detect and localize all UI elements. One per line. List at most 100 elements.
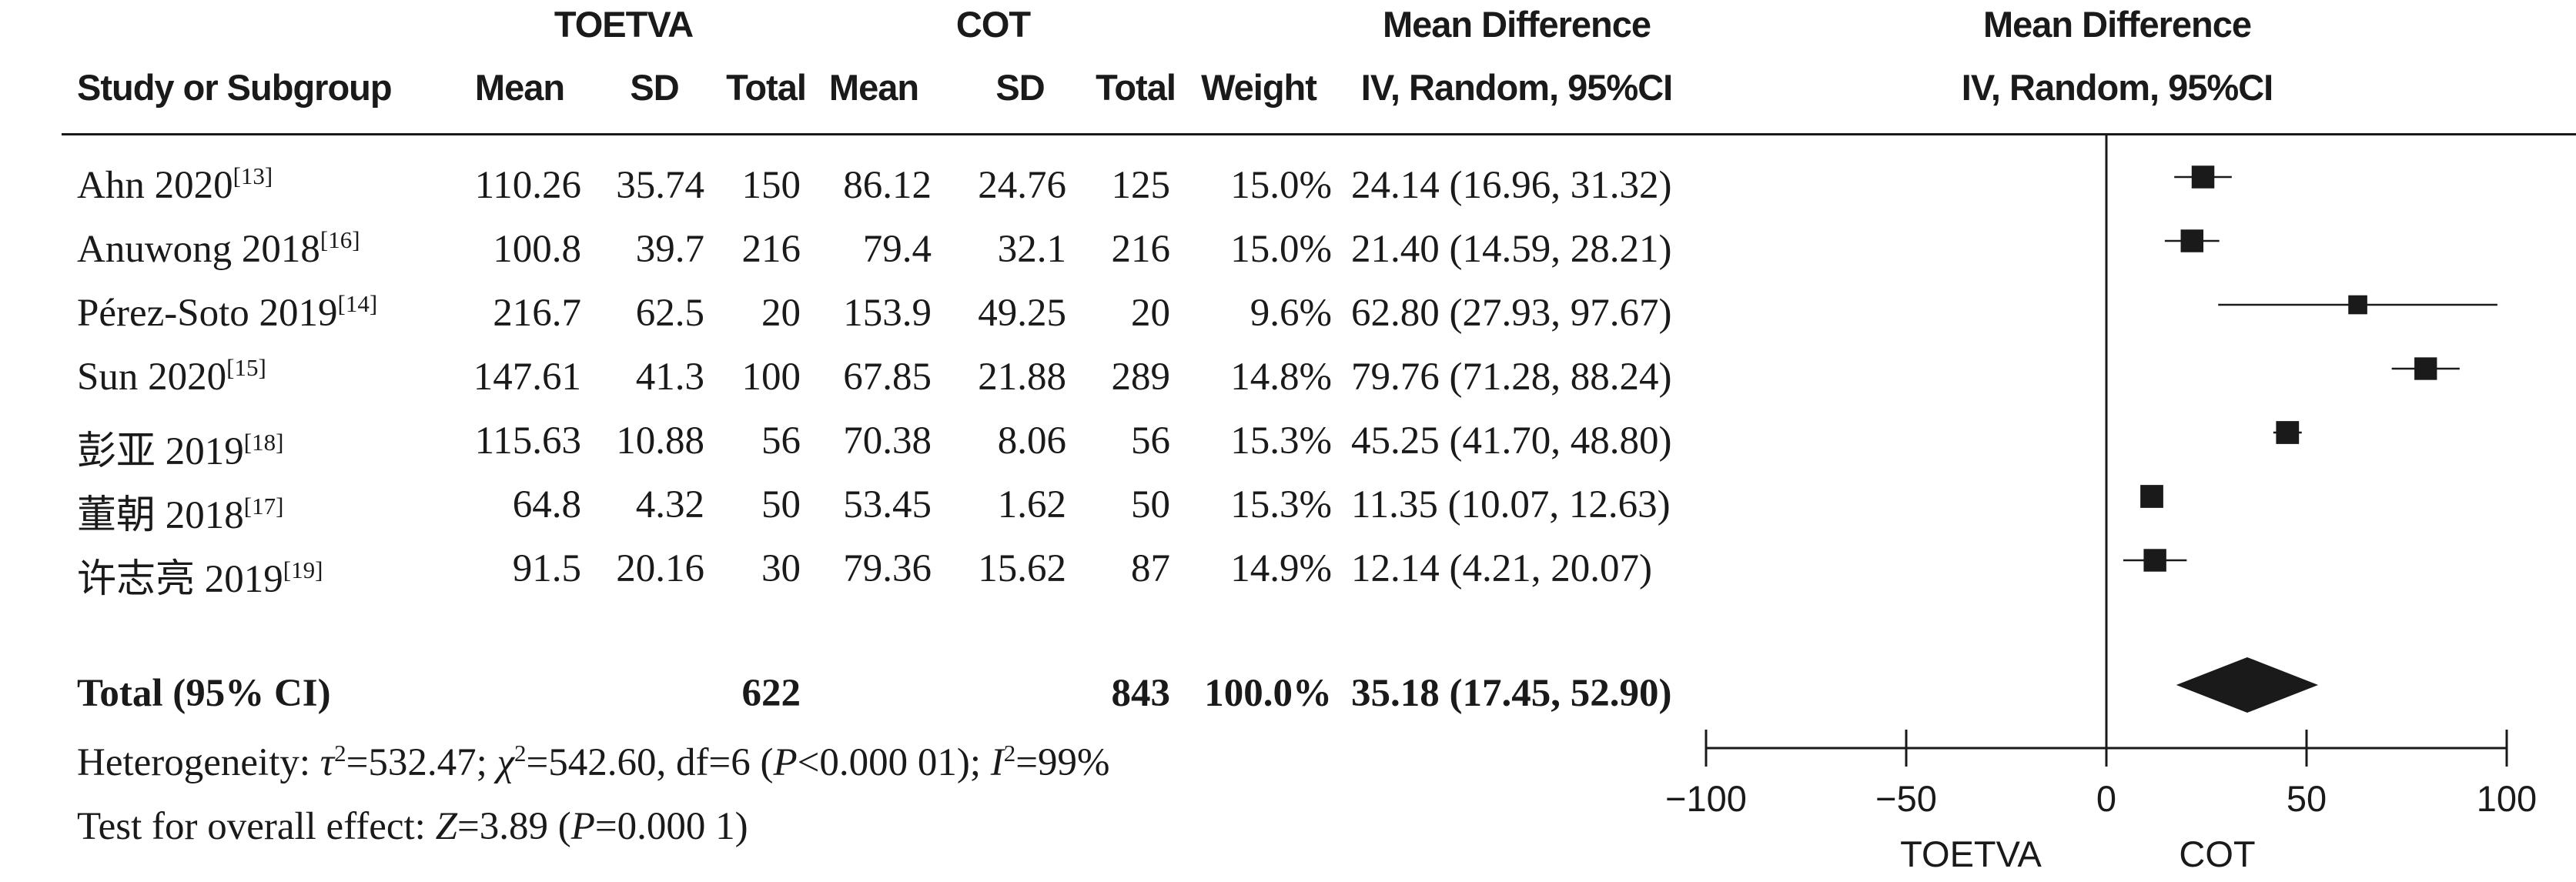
mean-cot: 70.38 [843,419,932,463]
header-total-toetva: Total [726,67,807,108]
md-ci: 11.35 (10.07, 12.63) [1351,483,1671,526]
point-estimate [2414,357,2437,380]
sd-toetva: 10.88 [616,419,704,463]
weight: 14.8% [1230,356,1332,399]
header-total-cot: Total [1096,67,1176,108]
md-ci: 79.76 (71.28, 88.24) [1351,356,1672,399]
mean-toetva: 100.8 [493,228,581,271]
x-tick-label: −100 [1665,778,1747,819]
point-estimate [2191,165,2215,189]
weight: 15.3% [1230,419,1332,463]
total-toetva: 150 [741,164,801,207]
group-header-toetva: TOETVA [554,4,694,45]
axis-label-cot: COT [2179,834,2256,874]
point-estimate [2348,295,2367,315]
header-sd-cot: SD [995,67,1045,108]
weight: 15.0% [1230,228,1332,271]
mean-toetva: 91.5 [512,547,581,590]
sd-toetva: 35.74 [616,164,704,207]
sd-cot: 24.76 [978,164,1066,207]
plot-header-title: Mean Difference [1982,4,2252,45]
sd-toetva: 39.7 [635,228,704,271]
study-name: 许志亮 2019[19] [77,556,323,601]
md-header-title: Mean Difference [1382,4,1651,45]
study-name: Anuwong 2018[16] [77,226,360,271]
study-name: 董朝 2018[17] [77,493,284,537]
heterogeneity-stats: Heterogeneity: τ2=532.47; χ2=542.60, df=… [77,740,1110,784]
weight: 15.0% [1230,164,1332,207]
overall-effect-test: Test for overall effect: Z=3.89 (P=0.000… [77,805,748,848]
md-ci: 12.14 (4.21, 20.07) [1351,547,1652,590]
study-name: Sun 2020[15] [77,354,266,399]
header-separator [62,133,2576,135]
mean-toetva: 64.8 [512,483,581,526]
group-header-cot: COT [955,4,1031,45]
total-cot: 87 [1131,547,1170,590]
total-toetva: 56 [761,419,801,463]
total-md-ci: 35.18 (17.45, 52.90) [1351,672,1672,715]
study-name: 彭亚 2019[18] [77,429,284,473]
md-ci: 62.80 (27.93, 97.67) [1351,292,1672,335]
mean-toetva: 110.26 [474,164,581,207]
header-md-method: IV, Random, 95%CI [1360,67,1673,108]
sd-cot: 21.88 [978,356,1066,399]
sd-cot: 32.1 [997,228,1066,271]
point-estimate [2140,485,2163,508]
total-cot: 20 [1131,292,1170,335]
study-name: Pérez-Soto 2019[14] [77,290,378,335]
sd-cot: 49.25 [978,292,1066,335]
mean-toetva: 115.63 [474,419,581,463]
sd-cot: 15.62 [978,547,1066,590]
pooled-diamond [2176,657,2319,713]
md-ci: 21.40 (14.59, 28.21) [1351,228,1672,271]
header-weight: Weight [1201,67,1317,108]
total-n-cot: 843 [1111,672,1171,715]
header-sd-toetva: SD [630,67,679,108]
total-toetva: 100 [741,356,801,399]
weight: 15.3% [1230,483,1332,526]
header-mean-toetva: Mean [474,67,565,108]
mean-cot: 86.12 [843,164,932,207]
mean-toetva: 216.7 [493,292,581,335]
point-estimate [2180,229,2204,252]
header-plot-method: IV, Random, 95%CI [1961,67,2273,108]
sd-toetva: 62.5 [635,292,704,335]
md-ci: 45.25 (41.70, 48.80) [1351,419,1672,463]
total-toetva: 50 [761,483,801,526]
total-cot: 50 [1131,483,1170,526]
total-toetva: 216 [741,228,801,271]
total-toetva: 30 [761,547,801,590]
total-cot: 56 [1131,419,1170,463]
point-estimate [2276,421,2300,444]
mean-toetva: 147.61 [473,356,581,399]
x-tick-label: 0 [2096,778,2116,819]
mean-cot: 79.4 [862,228,932,271]
x-tick-label: 100 [2477,778,2537,819]
weight: 9.6% [1250,292,1332,335]
total-cot: 216 [1111,228,1171,271]
sd-toetva: 4.32 [635,483,704,526]
header-mean-cot: Mean [828,67,919,108]
mean-cot: 79.36 [843,547,932,590]
mean-cot: 153.9 [843,292,932,335]
axis-label-toetva: TOETVA [1900,834,2042,874]
total-n-toetva: 622 [741,672,801,715]
weight: 14.9% [1230,547,1332,590]
total-label: Total (95% CI) [77,672,331,715]
sd-cot: 1.62 [997,483,1066,526]
mean-cot: 53.45 [843,483,932,526]
total-cot: 125 [1111,164,1171,207]
md-ci: 24.14 (16.96, 31.32) [1351,164,1672,207]
study-name: Ahn 2020[13] [77,162,273,207]
sd-toetva: 41.3 [635,356,704,399]
total-toetva: 20 [761,292,801,335]
x-tick-label: −50 [1875,778,1937,819]
sd-cot: 8.06 [997,419,1066,463]
sd-toetva: 20.16 [616,547,704,590]
total-weight: 100.0% [1204,672,1332,715]
total-cot: 289 [1111,356,1171,399]
header-study: Study or Subgroup [77,67,393,108]
mean-cot: 67.85 [843,356,932,399]
point-estimate [2143,549,2166,572]
